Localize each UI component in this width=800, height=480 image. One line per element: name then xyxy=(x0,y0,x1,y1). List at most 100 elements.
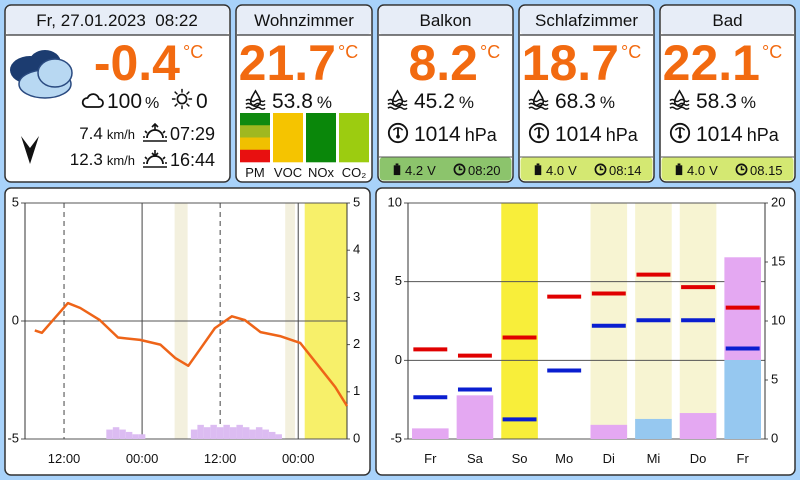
clouds: 100% xyxy=(107,90,159,113)
y2-tick-label: 0 xyxy=(771,430,778,445)
precip-bar xyxy=(132,434,139,439)
y-tick-label: 0 xyxy=(12,312,19,327)
air-quality-label: PM xyxy=(245,165,265,180)
air-quality-level xyxy=(240,149,270,163)
precip-bar xyxy=(106,429,113,439)
y2-tick-label: 15 xyxy=(771,253,785,268)
x-tick-label: 00:00 xyxy=(282,451,315,466)
clouds-part: 100 xyxy=(107,90,142,113)
sunshine: 0 xyxy=(196,90,208,113)
precip-bar xyxy=(229,427,237,439)
update-time: 08:20 xyxy=(468,163,501,178)
x-tick-label: So xyxy=(512,451,528,466)
date-time: Fr, 27.01.2023 08:22 xyxy=(36,11,198,30)
column-shade xyxy=(412,203,449,439)
room-name: Bad xyxy=(712,11,742,30)
x-tick-label: Sa xyxy=(467,451,484,466)
humidity-part: % xyxy=(600,93,615,112)
precip-bar xyxy=(724,359,761,439)
temperature-unit: °C xyxy=(480,42,500,62)
y-tick-label: 10 xyxy=(388,194,402,209)
humidity-part: 58.3 xyxy=(696,90,737,113)
x-tick-label: 12:00 xyxy=(204,451,237,466)
x-tick-label: Do xyxy=(690,451,707,466)
precip-bar xyxy=(216,427,224,439)
y2-tick-label: 5 xyxy=(353,194,360,209)
humidity: 53.8% xyxy=(272,90,332,113)
temperature-unit: °C xyxy=(338,42,358,62)
precip-bar xyxy=(112,427,120,439)
battery-part: 4.0 xyxy=(687,163,705,178)
x-tick-label: 00:00 xyxy=(126,451,159,466)
humidity: 68.3% xyxy=(555,90,615,113)
precip-bar xyxy=(203,427,211,439)
humidity: 45.2% xyxy=(414,90,474,113)
room-name: Balkon xyxy=(420,11,472,30)
precip-bar xyxy=(456,395,494,439)
wind-part: 7.4 xyxy=(79,124,103,143)
battery-part: V xyxy=(709,163,718,178)
pressure-part: hPa xyxy=(606,125,639,145)
precip-bar xyxy=(275,434,282,439)
room-name: Schlafzimmer xyxy=(535,11,638,30)
precip-bar xyxy=(262,429,269,439)
status-bar xyxy=(379,157,512,181)
air-quality-label: CO₂ xyxy=(342,165,367,180)
x-tick-label: Mo xyxy=(555,451,573,466)
precip-bar xyxy=(210,424,217,439)
precip-bar xyxy=(236,424,243,439)
pressure: 1014 hPa xyxy=(414,123,498,146)
pressure-part: hPa xyxy=(747,125,780,145)
x-tick-label: Fr xyxy=(737,451,750,466)
outdoor-temperature: -0.4 xyxy=(94,35,180,91)
precip-bar xyxy=(119,429,126,439)
y2-tick-label: 10 xyxy=(771,312,785,327)
x-tick-label: 12:00 xyxy=(48,451,81,466)
wind-arrow xyxy=(21,136,39,164)
y2-tick-label: 20 xyxy=(771,194,785,209)
sunrise-part: 07:29 xyxy=(170,124,215,144)
air-quality-label: VOC xyxy=(274,165,302,180)
gust: 12.3 km/h xyxy=(70,150,135,169)
room-name: Wohnzimmer xyxy=(254,11,354,30)
temperature-unit: °C xyxy=(621,42,641,62)
air-quality-level xyxy=(339,113,369,163)
temperature-unit: °C xyxy=(183,42,203,62)
y2-tick-label: 1 xyxy=(353,383,360,398)
column-shade xyxy=(501,203,538,439)
panel xyxy=(659,4,796,183)
y2-tick-label: 4 xyxy=(353,242,360,257)
wind-part: km/h xyxy=(107,127,135,142)
panel-header xyxy=(661,6,794,35)
weather-icon xyxy=(10,50,73,99)
column-shade xyxy=(590,203,628,439)
air-quality-level xyxy=(240,113,270,126)
panel xyxy=(4,4,231,183)
gust-part: 12.3 xyxy=(70,150,103,169)
x-tick-label: Fr xyxy=(424,451,437,466)
y2-tick-label: 2 xyxy=(353,336,360,351)
room-temperature: 8.2 xyxy=(408,35,478,91)
update-time: 08:14 xyxy=(609,163,642,178)
humidity-part: 68.3 xyxy=(555,90,596,113)
pressure-part: 1014 xyxy=(696,123,743,146)
battery: 4.2 V xyxy=(405,163,436,178)
humidity-part: % xyxy=(741,93,756,112)
panel-header xyxy=(237,6,371,35)
precip-bar xyxy=(138,434,146,439)
wind: 7.4 km/h xyxy=(79,124,135,143)
humidity: 58.3% xyxy=(696,90,756,113)
clouds-part: % xyxy=(145,95,159,112)
sunset-part: 16:44 xyxy=(170,150,215,170)
humidity-part: 45.2 xyxy=(414,90,455,113)
pressure-part: 1014 xyxy=(414,123,461,146)
humidity-part: % xyxy=(317,93,332,112)
precip-bar xyxy=(255,427,263,439)
y-tick-label: -5 xyxy=(390,430,402,445)
precip-bar xyxy=(197,424,204,439)
panel xyxy=(377,4,514,183)
battery: 4.0 V xyxy=(687,163,718,178)
air-quality-level xyxy=(240,137,270,151)
